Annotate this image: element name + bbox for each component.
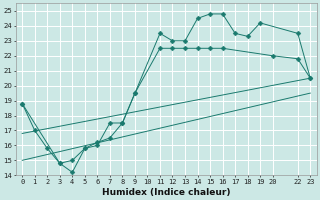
X-axis label: Humidex (Indice chaleur): Humidex (Indice chaleur) (102, 188, 230, 197)
